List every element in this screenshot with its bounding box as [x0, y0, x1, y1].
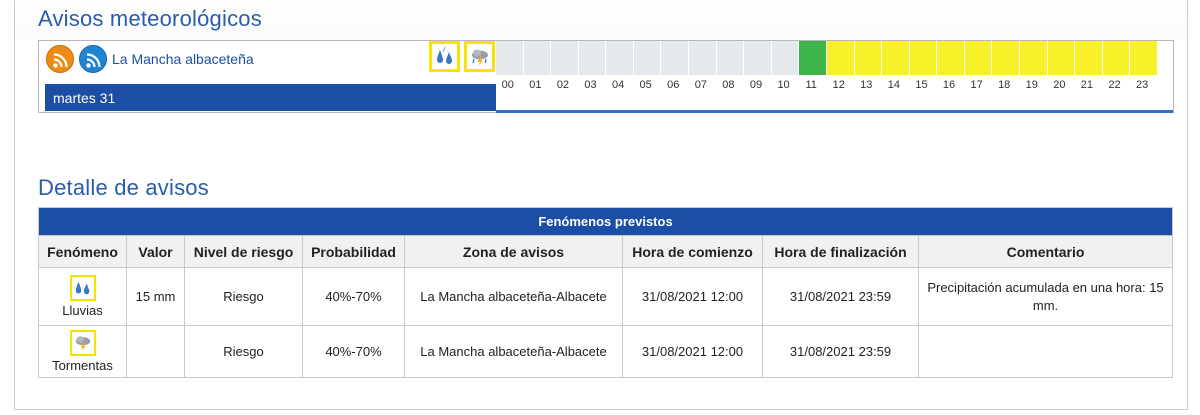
timeline-divider: [496, 110, 1173, 113]
warnings-detail-table: Fenómenos previstos Fenómeno Valor Nivel…: [38, 207, 1173, 378]
phenomenon-cell: Tormentas: [38, 325, 127, 378]
hour-cell: [937, 41, 965, 75]
table-caption: Fenómenos previstos: [38, 207, 1173, 236]
timeline-header: La Mancha albaceteña: [39, 41, 495, 77]
hour-label: 12: [832, 79, 845, 91]
hour-cell: [1102, 41, 1131, 75]
hour-cell: [1047, 41, 1076, 75]
hour-label: 07: [694, 79, 707, 91]
phenomenon-label: Tormentas: [52, 358, 113, 373]
hour-label: 00: [501, 79, 514, 91]
hour-label: 20: [1053, 79, 1066, 91]
hour-label: 17: [970, 79, 983, 91]
hour-label: 10: [777, 79, 790, 91]
column-header-zone: Zona de avisos: [404, 235, 623, 268]
rss-alert-icon[interactable]: [79, 45, 107, 73]
hour-label: 22: [1108, 79, 1121, 91]
zone-link[interactable]: La Mancha albaceteña: [112, 51, 254, 67]
hour-cell: [964, 41, 993, 75]
column-header-end: Hora de finalización: [762, 235, 919, 268]
hour-cell: [1019, 41, 1048, 75]
value-cell: [126, 325, 185, 378]
risk-cell: Riesgo: [184, 267, 303, 326]
column-header-value: Valor: [126, 235, 185, 268]
hour-label: 02: [556, 79, 570, 91]
column-header-risk: Nivel de riesgo: [184, 235, 303, 268]
start-cell: 31/08/2021 12:00: [622, 325, 763, 378]
hour-cell: [1075, 41, 1103, 75]
hour-label: 15: [915, 79, 928, 91]
rss-feed-icon[interactable]: [46, 45, 74, 73]
end-cell: 31/08/2021 23:59: [762, 267, 919, 326]
hour-cell: [551, 41, 579, 75]
hour-label: 03: [584, 79, 597, 91]
hour-cell: [496, 41, 524, 75]
hour-cell: [992, 41, 1020, 75]
hour-label: 09: [749, 79, 763, 91]
zone-cell: La Mancha albaceteña-Albacete: [404, 325, 623, 378]
column-header-start: Hora de comienzo: [622, 235, 763, 268]
hour-label: 05: [639, 79, 652, 91]
column-header-comment: Comentario: [918, 235, 1173, 268]
comment-cell: Precipitación acumulada en una hora: 15 …: [918, 267, 1173, 326]
hour-cell: [716, 41, 745, 75]
hour-label: 14: [887, 79, 900, 91]
hour-cell: [606, 41, 634, 75]
column-header-phenomenon: Fenómeno: [38, 235, 127, 268]
timeline-phenomena-icons: [429, 41, 495, 72]
hour-cell: [523, 41, 552, 75]
hour-label: 11: [805, 79, 817, 91]
rain-icon: [69, 275, 96, 301]
hour-cell: [1130, 41, 1158, 75]
hour-axis: 00 01 02 03 04 05 06 07 08 09 10 11 12 13 14 15 16 17 18 19…: [496, 79, 1158, 91]
risk-cell: Riesgo: [184, 325, 303, 378]
hour-label: 21: [1080, 79, 1094, 91]
phenomenon-cell: Lluvias: [38, 267, 127, 326]
hour-cell: [744, 41, 772, 75]
storm-icon: [69, 330, 96, 356]
probability-cell: 40%-70%: [302, 267, 405, 326]
table-row: Tormentas Riesgo 40%-70% La Mancha albac…: [38, 325, 1173, 378]
comment-cell: [918, 325, 1173, 378]
hour-label: 06: [667, 79, 680, 91]
hour-cell: [578, 41, 607, 75]
hour-label: 19: [1025, 79, 1038, 91]
hour-label: 04: [611, 79, 625, 91]
hourly-warning-bar: [496, 41, 1158, 77]
hour-cell: [909, 41, 938, 75]
timeline-date: martes 31: [45, 84, 496, 111]
hour-cell: [799, 41, 827, 75]
end-cell: 31/08/2021 23:59: [762, 325, 919, 378]
detail-title: Detalle de avisos: [38, 175, 209, 200]
hour-cell: [826, 41, 855, 75]
hour-cell: [854, 41, 883, 75]
hour-cell: [633, 41, 662, 75]
warning-timeline: La Mancha albaceteña martes 31 00 01 0: [38, 40, 1174, 113]
hour-label: 23: [1135, 79, 1149, 91]
zone-cell: La Mancha albaceteña-Albacete: [404, 267, 623, 326]
hour-label: 08: [722, 79, 735, 91]
hour-label: 13: [860, 79, 873, 91]
rain-icon[interactable]: [429, 41, 460, 72]
page-title: Avisos meteorológicos: [38, 6, 262, 31]
hour-label: 01: [529, 79, 542, 91]
hour-cell: [689, 41, 717, 75]
hour-cell: [771, 41, 800, 75]
probability-cell: 40%-70%: [302, 325, 405, 378]
storm-icon[interactable]: [464, 41, 495, 72]
start-cell: 31/08/2021 12:00: [622, 267, 763, 326]
value-cell: 15 mm: [126, 267, 185, 326]
hour-cell: [882, 41, 910, 75]
hour-label: 16: [942, 79, 956, 91]
column-header-probability: Probabilidad: [302, 235, 405, 268]
table-row: Lluvias 15 mm Riesgo 40%-70% La Mancha a…: [38, 267, 1173, 326]
phenomenon-label: Lluvias: [62, 303, 103, 318]
hour-label: 18: [998, 79, 1011, 91]
hour-cell: [661, 41, 690, 75]
